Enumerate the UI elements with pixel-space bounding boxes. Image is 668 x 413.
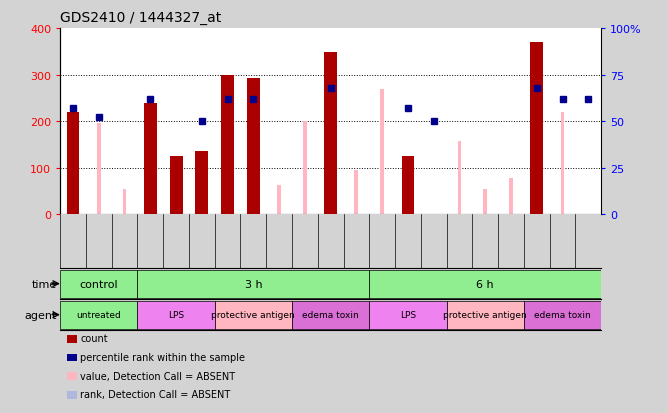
Bar bbox=[380, 90, 384, 215]
Bar bbox=[369, 301, 447, 329]
Bar bbox=[401, 157, 414, 215]
Bar bbox=[458, 141, 462, 215]
Text: value, Detection Call = ABSENT: value, Detection Call = ABSENT bbox=[80, 371, 235, 381]
Text: time: time bbox=[31, 279, 57, 289]
Bar bbox=[355, 171, 358, 215]
Text: percentile rank within the sample: percentile rank within the sample bbox=[80, 352, 245, 362]
Bar bbox=[123, 189, 126, 215]
Bar bbox=[195, 152, 208, 215]
Bar bbox=[560, 112, 564, 215]
Text: GDS2410 / 1444327_at: GDS2410 / 1444327_at bbox=[60, 11, 221, 25]
Text: agent: agent bbox=[25, 310, 57, 320]
Text: LPS: LPS bbox=[168, 311, 184, 319]
Text: 6 h: 6 h bbox=[476, 279, 494, 289]
Bar bbox=[67, 112, 79, 215]
Bar bbox=[277, 186, 281, 215]
Text: control: control bbox=[79, 279, 118, 289]
Bar bbox=[214, 301, 292, 329]
Bar bbox=[530, 43, 543, 215]
Bar bbox=[324, 53, 337, 215]
Bar bbox=[60, 301, 138, 329]
Bar bbox=[447, 301, 524, 329]
Bar bbox=[97, 123, 101, 215]
Bar bbox=[144, 103, 157, 215]
Bar bbox=[303, 122, 307, 215]
Bar bbox=[509, 178, 513, 215]
Bar bbox=[484, 189, 487, 215]
Bar bbox=[138, 270, 369, 298]
Text: protective antigen: protective antigen bbox=[444, 311, 527, 319]
Bar bbox=[170, 157, 182, 215]
Bar bbox=[138, 301, 214, 329]
Bar bbox=[247, 79, 260, 215]
Text: untreated: untreated bbox=[76, 311, 121, 319]
Bar bbox=[292, 301, 369, 329]
Bar bbox=[60, 270, 138, 298]
Text: edema toxin: edema toxin bbox=[534, 311, 591, 319]
Bar bbox=[369, 270, 601, 298]
Text: count: count bbox=[80, 334, 108, 344]
Text: LPS: LPS bbox=[400, 311, 416, 319]
Text: rank, Detection Call = ABSENT: rank, Detection Call = ABSENT bbox=[80, 389, 230, 399]
Bar bbox=[221, 75, 234, 215]
Bar bbox=[524, 301, 601, 329]
Text: edema toxin: edema toxin bbox=[303, 311, 359, 319]
Text: 3 h: 3 h bbox=[244, 279, 262, 289]
Text: protective antigen: protective antigen bbox=[212, 311, 295, 319]
